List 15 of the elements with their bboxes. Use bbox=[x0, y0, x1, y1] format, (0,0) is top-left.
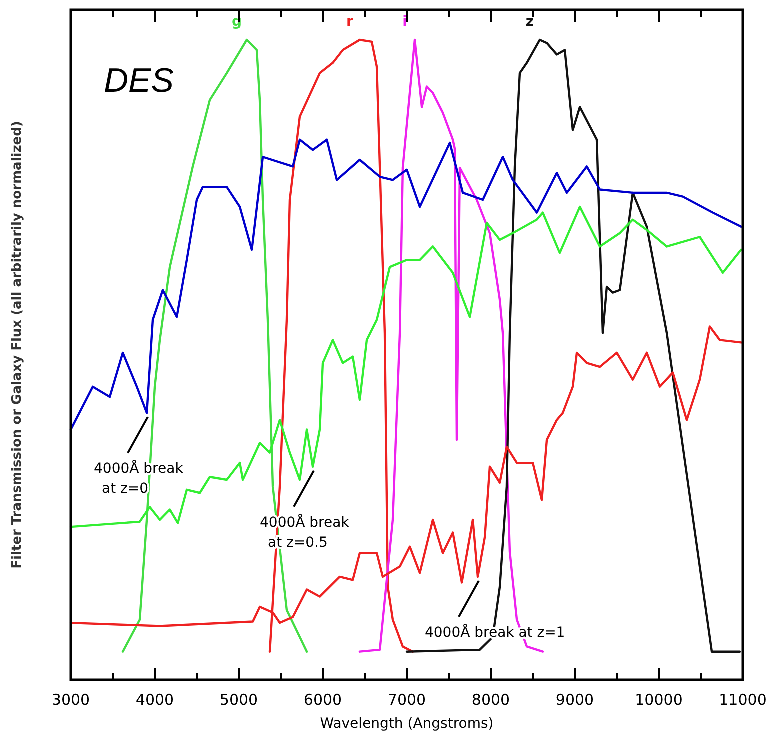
x-tick-label: 10000 bbox=[635, 691, 683, 709]
annotation: DES bbox=[104, 62, 174, 100]
x-tick-label: 6000 bbox=[304, 691, 342, 709]
x-tick-label: 5000 bbox=[220, 691, 258, 709]
x-tick-label: 11000 bbox=[719, 691, 767, 709]
series-label: z bbox=[526, 14, 534, 30]
x-tick-label: 9000 bbox=[556, 691, 594, 709]
y-axis-title: Filter Transmission or Galaxy Flux (all arbitrarily normalized) bbox=[10, 121, 25, 569]
x-tick-label: 8000 bbox=[472, 691, 510, 709]
series-label: i bbox=[402, 14, 408, 30]
x-tick-label: 4000 bbox=[136, 691, 174, 709]
x-tick-label: 7000 bbox=[388, 691, 426, 709]
x-tick-label: 3000 bbox=[52, 691, 90, 709]
series-label: r bbox=[346, 14, 354, 30]
x-axis-title: Wavelength (Angstroms) bbox=[320, 716, 494, 732]
